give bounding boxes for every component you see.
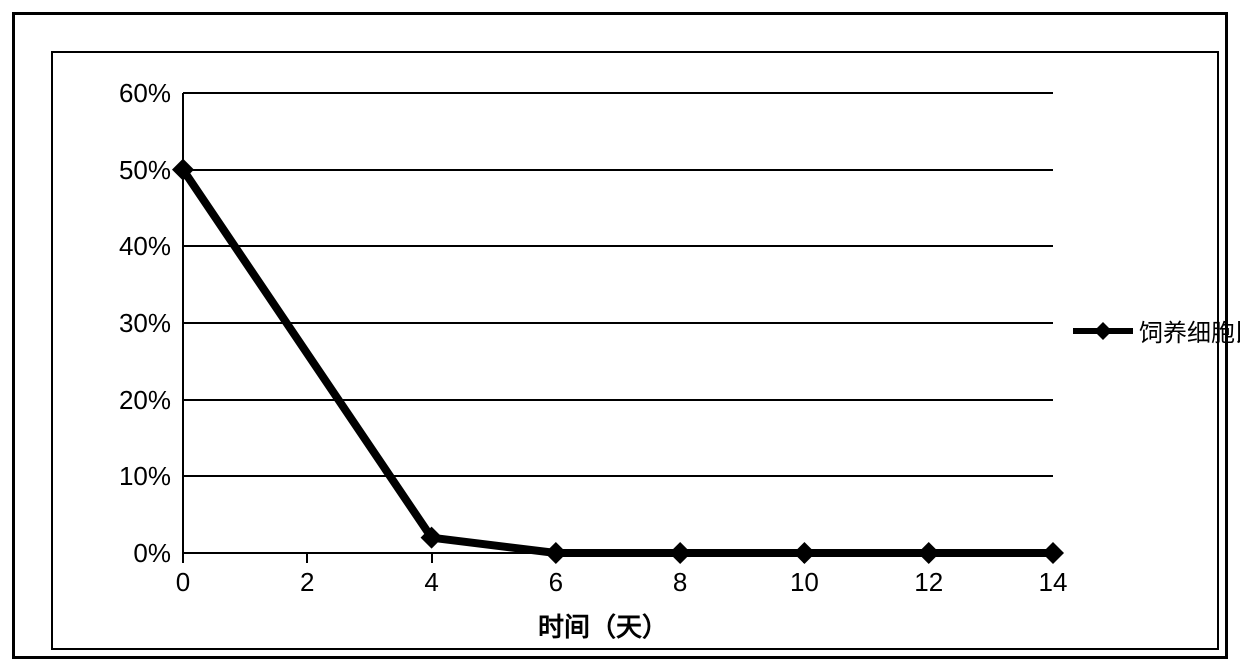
- x-tick-mark: [306, 553, 308, 563]
- y-tick-label: 50%: [119, 155, 171, 186]
- legend: 饲养细胞比例: [1073, 313, 1240, 348]
- x-tick-mark: [182, 553, 184, 563]
- y-gridline: [183, 475, 1053, 477]
- x-tick-label: 8: [660, 567, 700, 598]
- y-gridline: [183, 169, 1053, 171]
- x-tick-mark: [679, 553, 681, 563]
- y-tick-label: 30%: [119, 308, 171, 339]
- chart-frame: 0%10%20%30%40%50%60%02468101214 饲养细胞比例 时…: [51, 51, 1219, 650]
- x-tick-label: 12: [909, 567, 949, 598]
- x-tick-label: 4: [412, 567, 452, 598]
- y-gridline: [183, 322, 1053, 324]
- x-axis-label: 时间（天）: [538, 607, 668, 644]
- x-tick-mark: [928, 553, 930, 563]
- plot-area: 0%10%20%30%40%50%60%02468101214: [183, 93, 1053, 553]
- y-tick-label: 20%: [119, 385, 171, 416]
- y-gridline: [183, 92, 1053, 94]
- x-tick-mark: [1052, 553, 1054, 563]
- y-gridline: [183, 399, 1053, 401]
- x-tick-mark: [555, 553, 557, 563]
- y-tick-label: 10%: [119, 461, 171, 492]
- y-gridline: [183, 552, 1053, 554]
- y-axis-line: [182, 93, 184, 553]
- y-gridline: [183, 245, 1053, 247]
- legend-label: 饲养细胞比例: [1139, 313, 1240, 348]
- y-tick-label: 0%: [133, 538, 171, 569]
- x-tick-label: 0: [163, 567, 203, 598]
- x-tick-label: 6: [536, 567, 576, 598]
- x-tick-mark: [431, 553, 433, 563]
- x-tick-label: 2: [287, 567, 327, 598]
- x-tick-mark: [803, 553, 805, 563]
- outer-frame: 0%10%20%30%40%50%60%02468101214 饲养细胞比例 时…: [12, 12, 1228, 659]
- x-tick-label: 14: [1033, 567, 1073, 598]
- y-tick-label: 40%: [119, 231, 171, 262]
- legend-swatch: [1073, 322, 1133, 340]
- y-tick-label: 60%: [119, 78, 171, 109]
- x-tick-label: 10: [784, 567, 824, 598]
- series-line: [183, 170, 1053, 553]
